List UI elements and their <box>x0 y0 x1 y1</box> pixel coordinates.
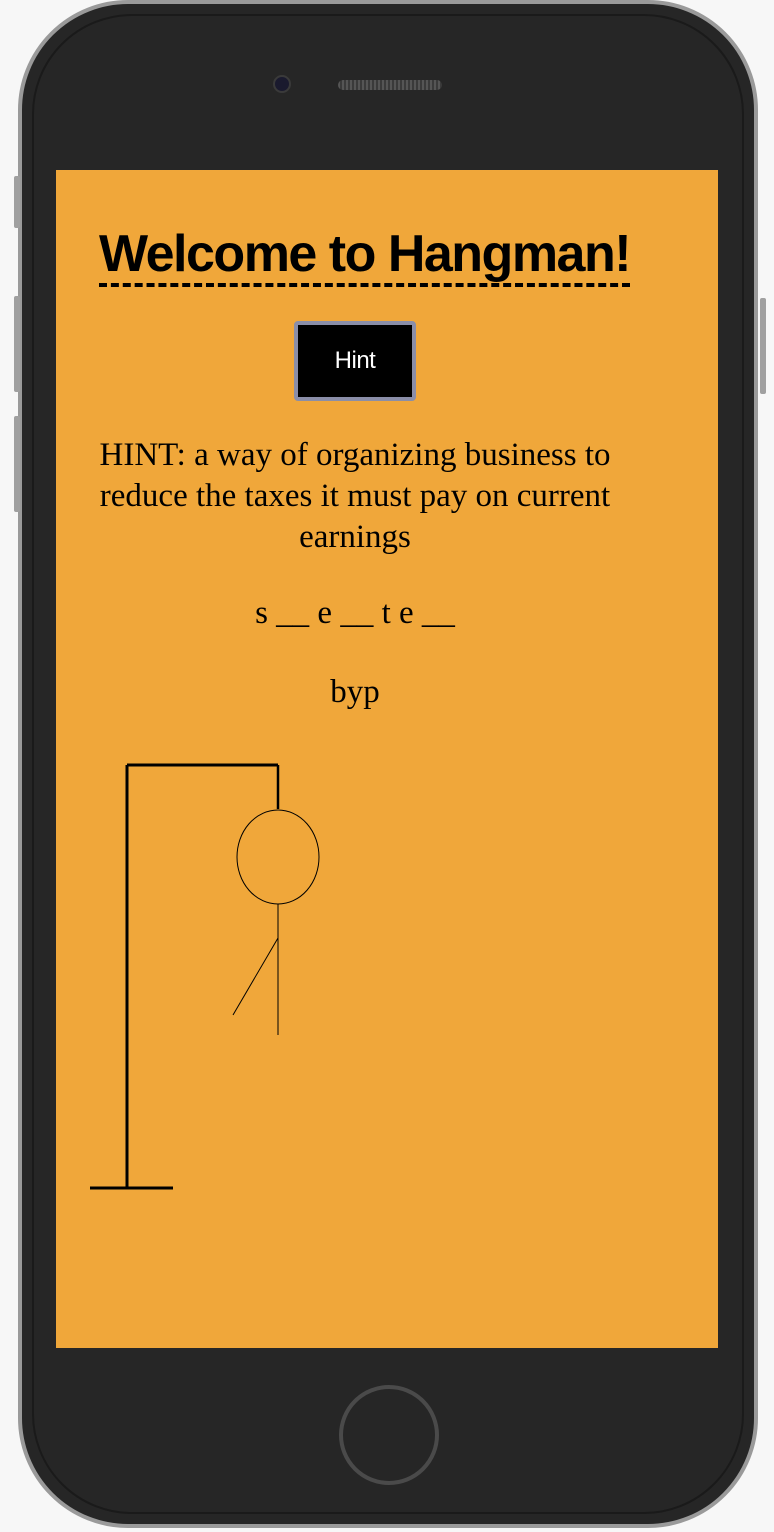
mute-switch <box>14 176 20 228</box>
hangman-drawing <box>90 763 320 1190</box>
game-screen: Welcome to Hangman! Hint HINT: a way of … <box>56 170 718 1348</box>
power-button <box>760 298 766 394</box>
volume-down-button <box>14 416 20 512</box>
word-display: s __ e __ t e __ <box>255 595 455 631</box>
hint-text: HINT: a way of organizing business to re… <box>99 437 611 555</box>
page-title: Welcome to Hangman! <box>99 225 632 287</box>
volume-up-button <box>14 296 20 392</box>
guessed-letters: byp <box>330 674 380 710</box>
front-camera <box>273 75 291 93</box>
hangman-left-arm <box>232 937 279 1016</box>
hint-button[interactable]: Hint <box>294 321 416 401</box>
home-button[interactable] <box>339 1385 439 1485</box>
earpiece-speaker <box>338 80 442 90</box>
phone-bezel <box>32 14 744 1514</box>
hangman-head <box>236 809 320 905</box>
